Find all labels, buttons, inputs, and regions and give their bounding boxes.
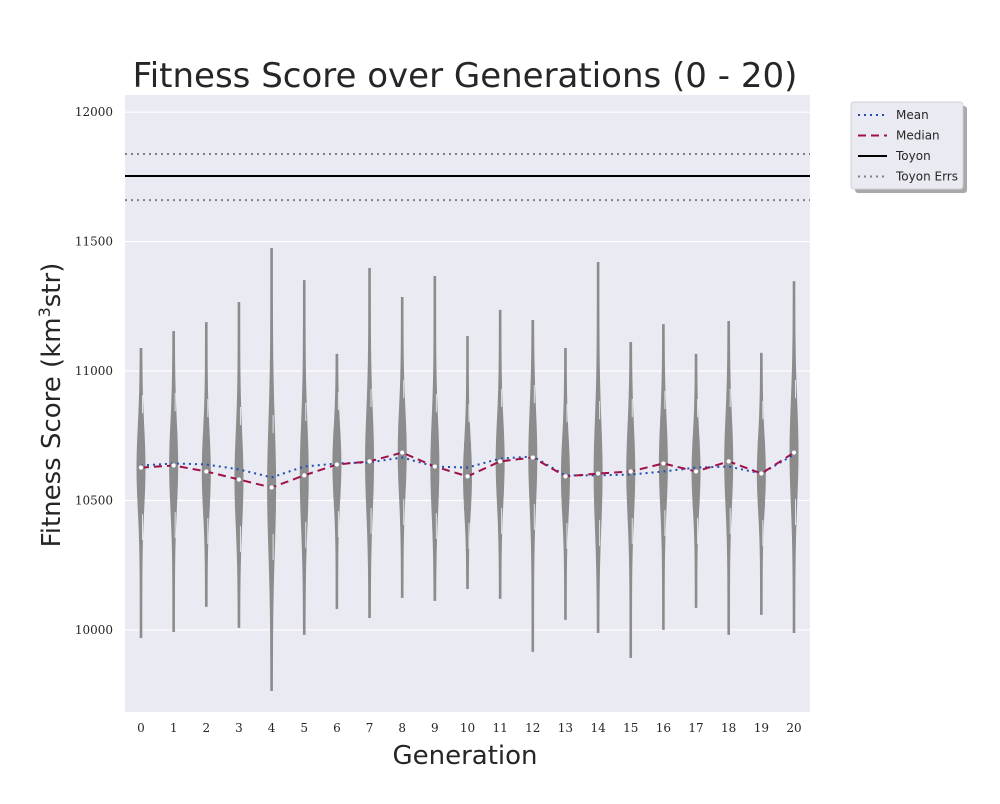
x-tick-label: 15 [623,721,638,735]
y-tick-label: 10500 [75,493,113,507]
x-tick-label: 13 [558,721,573,735]
x-tick-label: 10 [460,721,475,735]
x-tick-label: 1 [170,721,178,735]
median-point [431,463,438,470]
x-tick-label: 6 [333,721,341,735]
y-tick-label: 10000 [75,623,113,637]
x-tick-label: 20 [786,721,801,735]
x-tick-label: 8 [398,721,406,735]
x-tick-label: 19 [754,721,769,735]
median-point [236,476,242,483]
x-tick-label: 12 [525,721,540,735]
median-point [693,468,699,475]
median-point [138,464,144,471]
median-point [660,460,667,467]
median-point [333,461,340,468]
legend-label: Mean [896,108,929,122]
y-axis-label: Fitness Score (km3str) [35,263,67,548]
median-point [725,458,732,465]
median-point [497,458,504,465]
median-point [170,462,177,469]
x-axis-label: Generation [392,741,537,771]
x-tick-label: 11 [493,721,508,735]
median-point [627,468,634,475]
median-point [529,454,536,461]
median-point [791,449,797,456]
y-tick-label: 11000 [75,364,113,378]
legend-label: Toyon Errs [895,170,958,184]
median-point [758,470,765,477]
legend: Mean Median Toyon Toyon Errs [850,101,967,193]
x-tick-label: 18 [721,721,736,735]
median-point [562,473,569,480]
median-point [595,470,601,477]
median-point [203,468,210,475]
x-tick-label: 3 [235,721,243,735]
x-tick-label: 7 [366,721,374,735]
legend-label: Toyon [895,149,931,163]
x-tick-label: 5 [300,721,308,735]
x-tick-label: 17 [688,721,703,735]
x-tick-label: 0 [137,721,145,735]
median-point [301,472,308,479]
y-tick-label: 12000 [75,105,113,119]
x-tick-label: 16 [656,721,671,735]
y-tick-label: 11500 [75,235,113,249]
chart-title: Fitness Score over Generations (0 - 20) [133,56,798,96]
legend-label: Median [896,129,940,143]
x-tick-label: 14 [590,721,606,735]
median-point [268,484,275,491]
x-tick-label: 4 [268,721,276,735]
median-point [366,458,373,465]
median-point [399,449,406,456]
x-tick-label: 9 [431,721,439,735]
x-tick-label: 2 [202,721,210,735]
median-point [464,473,471,480]
mean-line [140,453,795,479]
